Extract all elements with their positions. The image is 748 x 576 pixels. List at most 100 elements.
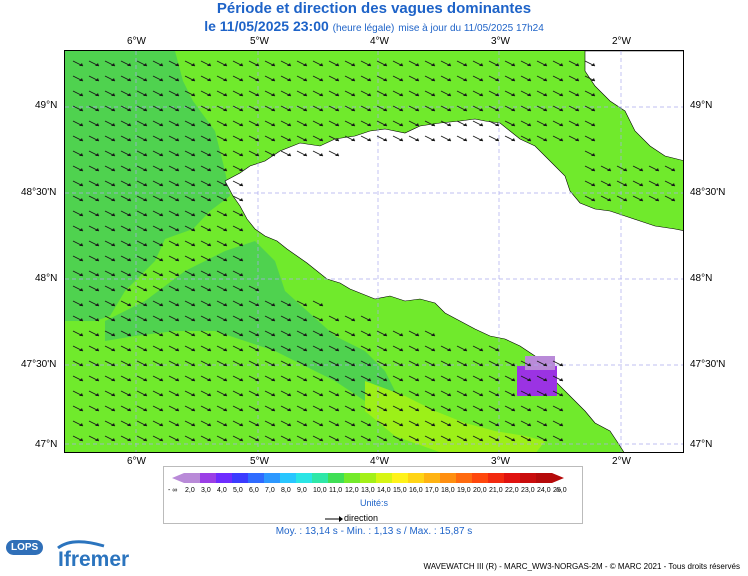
direction-arrow-head	[335, 378, 339, 381]
direction-arrow-head	[559, 423, 563, 426]
direction-arrow-head	[95, 213, 99, 216]
direction-arrow-head	[463, 363, 467, 366]
direction-arrow-head	[431, 108, 435, 111]
legend-label: 7,0	[265, 487, 275, 494]
direction-arrow-head	[495, 348, 499, 351]
direction-arrow-head	[511, 363, 515, 366]
direction-arrow-head	[175, 228, 179, 231]
direction-arrow-head	[79, 408, 83, 411]
direction-arrow-head	[223, 198, 227, 201]
direction-arrow-head	[367, 333, 371, 336]
direction-arrow-head	[319, 78, 323, 81]
direction-arrow-head	[143, 303, 147, 306]
direction-arrow-head	[159, 393, 163, 396]
direction-arrow-head	[127, 378, 131, 381]
direction-arrow-head	[79, 153, 83, 156]
legend-color-cell	[200, 473, 216, 483]
direction-arrow-head	[367, 78, 371, 81]
direction-arrow-head	[495, 123, 499, 126]
direction-arrow-head	[351, 348, 355, 351]
direction-arrow-head	[415, 363, 419, 366]
direction-arrow-head	[255, 63, 259, 66]
direction-arrow-head	[287, 363, 291, 366]
direction-arrow-head	[191, 348, 195, 351]
direction-arrow-head	[127, 123, 131, 126]
direction-arrow-head	[447, 438, 451, 441]
legend-label: 3,0	[201, 487, 211, 494]
direction-arrow-head	[447, 93, 451, 96]
legend-color-cell	[472, 473, 488, 483]
direction-arrow-head	[175, 258, 179, 261]
direction-arrow-head	[463, 378, 467, 381]
graticule	[65, 51, 683, 452]
direction-arrow-head	[463, 408, 467, 411]
direction-arrow-head	[143, 288, 147, 291]
direction-arrow-head	[495, 378, 499, 381]
direction-arrow-head	[575, 93, 579, 96]
direction-arrow-head	[543, 438, 547, 441]
direction-arrow-head	[367, 93, 371, 96]
direction-arrow-head	[383, 93, 387, 96]
direction-arrow-head	[175, 423, 179, 426]
direction-arrow-head	[127, 348, 131, 351]
direction-arrow-head	[303, 93, 307, 96]
direction-arrow-head	[463, 123, 467, 126]
direction-arrow-head	[559, 78, 563, 81]
direction-arrow-head	[255, 123, 259, 126]
direction-arrow-head	[447, 63, 451, 66]
legend-label: 19,0	[457, 487, 471, 494]
direction-arrow-head	[415, 333, 419, 336]
direction-arrow-head	[303, 393, 307, 396]
legend-units: Unité:s	[359, 498, 388, 508]
direction-arrow-head	[175, 213, 179, 216]
wave-map[interactable]	[64, 50, 684, 453]
legend-color-cell	[344, 473, 360, 483]
direction-arrow-head	[95, 63, 99, 66]
direction-arrow-head	[543, 423, 547, 426]
direction-arrow-head	[207, 138, 211, 141]
direction-arrow-head	[431, 348, 435, 351]
direction-arrow-head	[335, 393, 339, 396]
direction-arrow-head	[399, 78, 403, 81]
direction-arrow-head	[559, 123, 563, 126]
direction-arrow-head	[159, 183, 163, 186]
direction-arrow-head	[111, 108, 115, 111]
legend-color-cell	[520, 473, 536, 483]
direction-arrow-head	[223, 408, 227, 411]
direction-arrow-head	[159, 93, 163, 96]
land-brittany	[224, 118, 683, 452]
legend-direction-label: direction	[344, 513, 379, 523]
direction-arrow-head	[351, 78, 355, 81]
direction-arrow-head	[207, 288, 211, 291]
direction-arrow-head	[111, 183, 115, 186]
direction-arrow-head	[79, 273, 83, 276]
direction-arrow-head	[367, 393, 371, 396]
direction-arrow-head	[111, 168, 115, 171]
direction-arrow-head	[559, 63, 563, 66]
direction-arrow-head	[335, 438, 339, 441]
direction-arrow-head	[415, 378, 419, 381]
direction-arrow-head	[271, 363, 275, 366]
direction-arrow-head	[111, 393, 115, 396]
direction-arrow-head	[511, 123, 515, 126]
direction-arrow-head	[463, 78, 467, 81]
direction-arrow-head	[303, 108, 307, 111]
direction-arrow-head	[511, 393, 515, 396]
direction-arrow-head	[127, 228, 131, 231]
direction-arrow-head	[159, 318, 163, 321]
direction-arrow-head	[271, 408, 275, 411]
direction-arrow-head	[95, 303, 99, 306]
map-date: le 11/05/2025 23:00 (heure légale) mise …	[0, 18, 748, 34]
direction-arrow-head	[351, 333, 355, 336]
direction-arrow-head	[671, 198, 675, 201]
direction-arrow-head	[159, 273, 163, 276]
direction-arrow-head	[79, 108, 83, 111]
direction-arrow-head	[495, 408, 499, 411]
lat-label-left: 49°N	[35, 100, 58, 111]
direction-arrow-head	[207, 108, 211, 111]
direction-arrow-head	[303, 378, 307, 381]
direction-arrow-head	[191, 108, 195, 111]
direction-arrow-head	[287, 123, 291, 126]
direction-arrow-head	[287, 138, 291, 141]
direction-arrow-head	[415, 438, 419, 441]
